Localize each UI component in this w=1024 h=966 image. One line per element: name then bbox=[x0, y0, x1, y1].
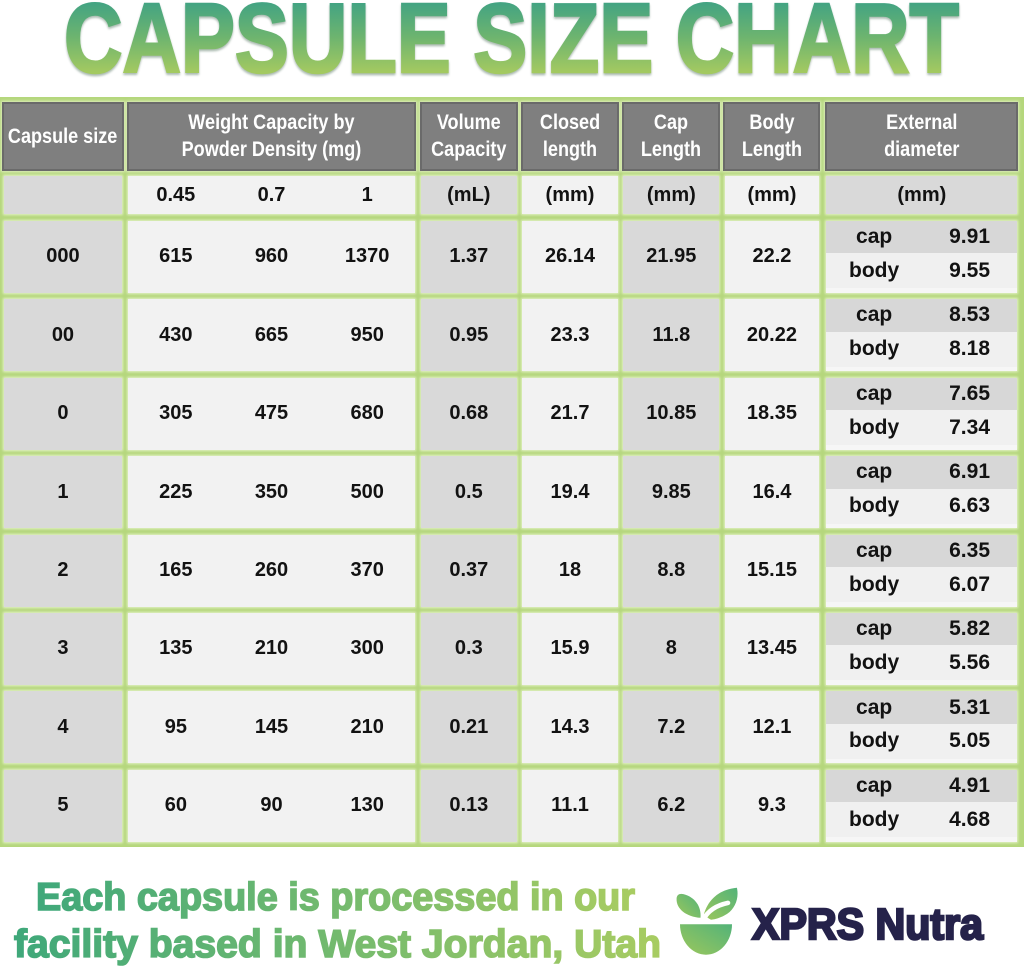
svg-text:CAPSULE SIZE CHART: CAPSULE SIZE CHART bbox=[64, 0, 959, 93]
svg-text:XPRS Nutra: XPRS Nutra bbox=[752, 901, 984, 949]
svg-text:facility based in West Jordan,: facility based in West Jordan, Utah bbox=[14, 923, 661, 966]
svg-text:Each capsule is processed in o: Each capsule is processed in our bbox=[36, 876, 635, 919]
